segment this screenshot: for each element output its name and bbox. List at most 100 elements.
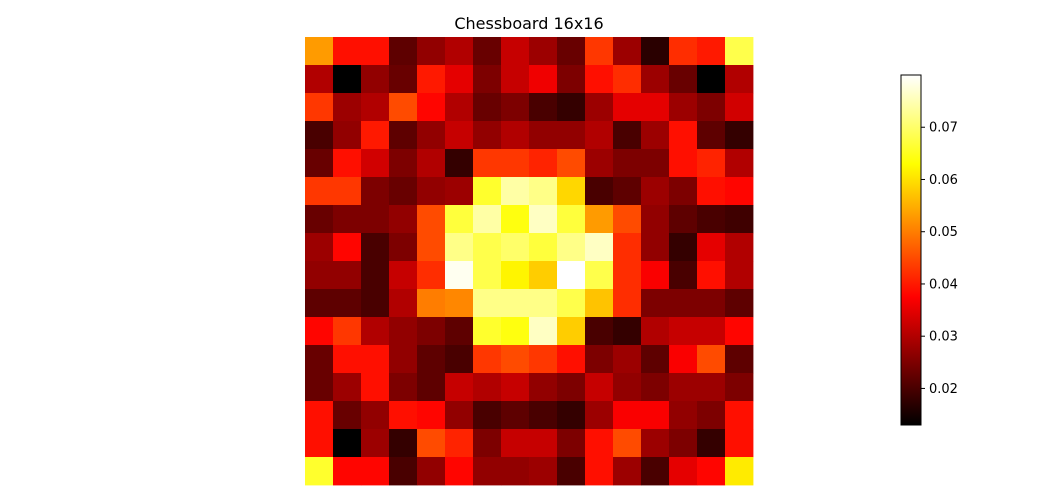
heatmap-cell [389,37,418,66]
heatmap-cell [697,177,726,206]
heatmap-cell [585,149,614,178]
heatmap-cell [725,429,754,458]
heatmap-cell [641,233,670,262]
heatmap-cell [669,261,698,290]
heatmap-cell [641,345,670,374]
heatmap-cell [417,93,446,122]
heatmap-cell [613,233,642,262]
heatmap-cell [557,289,586,318]
heatmap-cell [445,317,474,346]
heatmap-cell [613,65,642,94]
heatmap-cell [417,37,446,66]
heatmap-cell [445,401,474,430]
heatmap-cell [557,317,586,346]
heatmap-cell [529,289,558,318]
colorbar-ticks: 0.02 0.03 0.04 0.05 0.06 0.07 [921,121,958,397]
heatmap-cell [669,429,698,458]
heatmap-cell [585,317,614,346]
heatmap-cell [725,457,754,486]
heatmap-cell [669,457,698,486]
heatmap-cell [417,429,446,458]
heatmap-cell [725,177,754,206]
heatmap-cell [557,205,586,234]
heatmap-cell [445,149,474,178]
heatmap-cell [669,345,698,374]
heatmap-cell [445,233,474,262]
colorbar-tick-label: 0.06 [929,173,958,188]
heatmap-cell [305,457,334,486]
heatmap-cell [529,373,558,402]
heatmap-cell [417,177,446,206]
heatmap-cell [725,37,754,66]
heatmap-cell [697,149,726,178]
heatmap-cell [613,289,642,318]
heatmap-cell [305,345,334,374]
heatmap-cell [585,289,614,318]
heatmap-cell [361,37,390,66]
heatmap-cell [333,149,362,178]
heatmap-cell [333,261,362,290]
heatmap-cell [669,121,698,150]
heatmap-cell [725,401,754,430]
heatmap-cell [473,177,502,206]
heatmap-cell [417,205,446,234]
heatmap-cell [697,289,726,318]
heatmap-cell [305,401,334,430]
heatmap-cell [585,401,614,430]
heatmap-cell [529,149,558,178]
heatmap-cell [529,205,558,234]
heatmap-cell [305,289,334,318]
heatmap-cell [389,457,418,486]
heatmap-cell [333,93,362,122]
heatmap-cell [501,65,530,94]
heatmap-cell [389,65,418,94]
heatmap-cell [697,317,726,346]
heatmap-cell [697,373,726,402]
heatmap-cell [333,317,362,346]
heatmap-cell [333,233,362,262]
heatmap-cell [361,177,390,206]
heatmap-cell [361,317,390,346]
heatmap-cell [445,121,474,150]
heatmap-cell [501,177,530,206]
heatmap-cell [445,261,474,290]
heatmap-cell [389,205,418,234]
heatmap-cells [305,37,754,486]
heatmap-cell [361,401,390,430]
heatmap-cell [557,121,586,150]
heatmap-cell [669,93,698,122]
colorbar-tick-label: 0.07 [929,121,958,136]
heatmap-cell [529,177,558,206]
heatmap-cell [389,177,418,206]
heatmap-cell [389,373,418,402]
heatmap-cell [641,93,670,122]
heatmap-cell [697,37,726,66]
heatmap-cell [333,373,362,402]
heatmap-cell [557,93,586,122]
heatmap-cell [361,205,390,234]
heatmap-cell [473,65,502,94]
heatmap-cell [529,401,558,430]
heatmap-cell [473,457,502,486]
heatmap-cell [417,289,446,318]
heatmap-cell [529,233,558,262]
heatmap-cell [417,373,446,402]
heatmap-cell [501,205,530,234]
heatmap-cell [501,345,530,374]
heatmap-cell [725,65,754,94]
heatmap-cell [305,205,334,234]
heatmap-cell [613,401,642,430]
heatmap-cell [641,373,670,402]
heatmap-cell [361,93,390,122]
heatmap-cell [445,205,474,234]
heatmap-cell [557,345,586,374]
heatmap-cell [389,289,418,318]
heatmap-cell [361,289,390,318]
heatmap-cell [361,373,390,402]
heatmap-cell [389,429,418,458]
heatmap-cell [585,429,614,458]
heatmap-cell [333,121,362,150]
heatmap-cell [641,401,670,430]
heatmap-cell [473,121,502,150]
